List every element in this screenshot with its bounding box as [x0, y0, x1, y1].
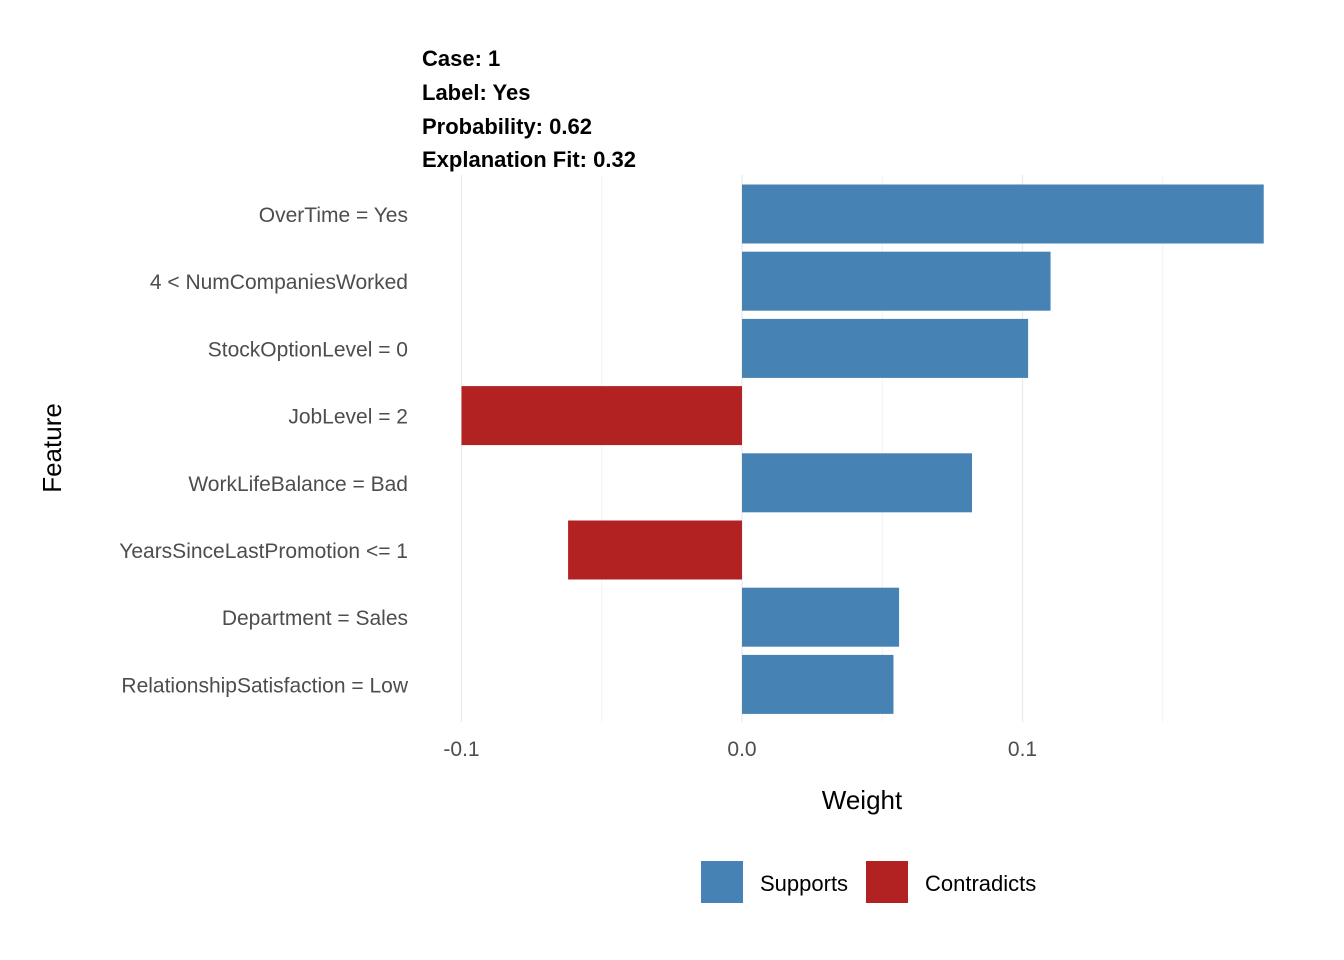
- x-axis-title: Weight: [822, 785, 903, 815]
- y-tick-label: JobLevel = 2: [288, 406, 408, 429]
- bar-supports: [742, 318, 1029, 378]
- bar-supports: [742, 654, 894, 714]
- bar-supports: [742, 251, 1051, 311]
- y-tick-label: StockOptionLevel = 0: [208, 338, 408, 361]
- y-tick-label: OverTime = Yes: [259, 204, 408, 227]
- title-label: Label: Yes: [422, 80, 530, 105]
- bar-supports: [742, 587, 900, 647]
- legend-key-supports: [701, 861, 743, 903]
- y-axis-title: Feature: [37, 403, 67, 493]
- y-tick-label: YearsSinceLastPromotion <= 1: [119, 540, 408, 563]
- y-tick-label: WorkLifeBalance = Bad: [188, 473, 408, 496]
- bars: [461, 184, 1264, 714]
- bar-contradicts: [461, 386, 742, 446]
- x-tick-labels: -0.1 0.0 0.1: [443, 738, 1037, 761]
- chart-title: Case: 1 Label: Yes Probability: 0.62 Exp…: [422, 46, 636, 172]
- title-case: Case: 1: [422, 46, 500, 71]
- legend: Supports Contradicts: [701, 861, 1036, 903]
- x-tick-label: 0.0: [727, 738, 756, 761]
- bar-supports: [742, 453, 973, 513]
- legend-key-contradicts: [866, 861, 908, 903]
- y-tick-label: 4 < NumCompaniesWorked: [150, 271, 408, 294]
- x-tick-label: 0.1: [1008, 738, 1037, 761]
- title-probability: Probability: 0.62: [422, 114, 592, 139]
- legend-label-supports: Supports: [760, 871, 848, 896]
- y-tick-label: RelationshipSatisfaction = Low: [121, 674, 408, 697]
- title-explanation-fit: Explanation Fit: 0.32: [422, 147, 636, 172]
- y-tick-labels: OverTime = Yes 4 < NumCompaniesWorked Stoc…: [119, 204, 409, 697]
- x-tick-label: -0.1: [443, 738, 479, 761]
- bar-contradicts: [568, 520, 742, 580]
- y-tick-label: Department = Sales: [222, 607, 408, 630]
- legend-label-contradicts: Contradicts: [925, 871, 1036, 896]
- bar-supports: [742, 184, 1264, 244]
